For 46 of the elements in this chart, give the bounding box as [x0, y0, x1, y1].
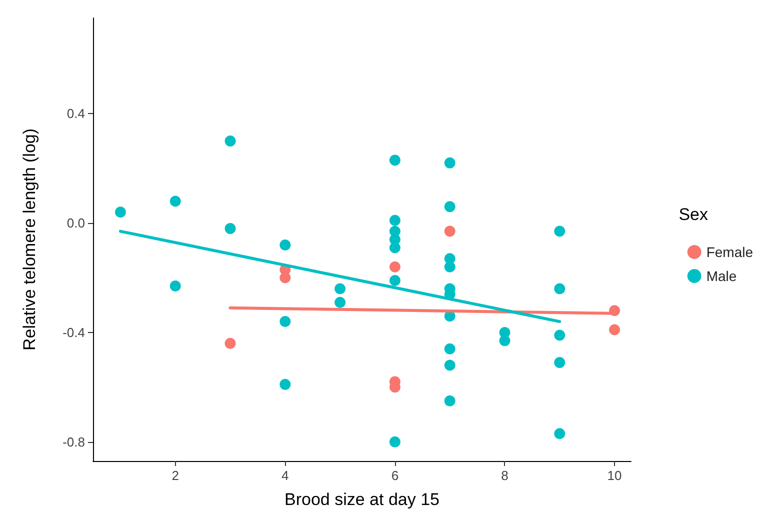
point [389, 154, 400, 166]
x-tick-label: 6 [391, 468, 399, 483]
point [334, 296, 346, 308]
x-tick-label: 4 [282, 468, 289, 483]
point [224, 223, 236, 234]
point [444, 343, 456, 354]
point [554, 357, 566, 368]
point [444, 395, 456, 406]
point [444, 157, 456, 168]
point [444, 261, 456, 272]
y-tick-label: 0.0 [66, 216, 85, 231]
point [389, 214, 400, 226]
point [554, 283, 566, 294]
x-tick-label: 10 [607, 468, 622, 483]
x-axis-title: Brood size at day 15 [284, 490, 440, 509]
x-tick-label: 8 [501, 468, 508, 483]
point [280, 378, 291, 390]
legend-label: Male [706, 268, 737, 284]
point [170, 196, 181, 207]
point [114, 206, 126, 218]
point [444, 360, 456, 371]
point [389, 436, 400, 448]
point [389, 242, 400, 254]
point [554, 428, 566, 440]
point [609, 324, 620, 336]
point [554, 226, 566, 237]
point [389, 275, 400, 286]
point [280, 272, 291, 284]
legend-title: Sex [678, 205, 708, 224]
point [224, 338, 236, 349]
point [334, 283, 346, 294]
point [170, 280, 181, 292]
point [280, 239, 291, 250]
y-axis-title: Relative telomere length (log) [20, 128, 39, 351]
point [444, 226, 456, 237]
point [499, 335, 510, 346]
point [224, 136, 236, 147]
y-tick-label: -0.8 [62, 434, 85, 450]
legend-label: Female [706, 244, 754, 260]
point [554, 330, 566, 341]
point [389, 261, 400, 272]
point [444, 201, 456, 212]
y-tick-label: 0.4 [66, 106, 85, 122]
x-tick-label: 2 [172, 468, 179, 483]
point [280, 316, 291, 328]
y-tick-label: -0.4 [62, 324, 85, 340]
